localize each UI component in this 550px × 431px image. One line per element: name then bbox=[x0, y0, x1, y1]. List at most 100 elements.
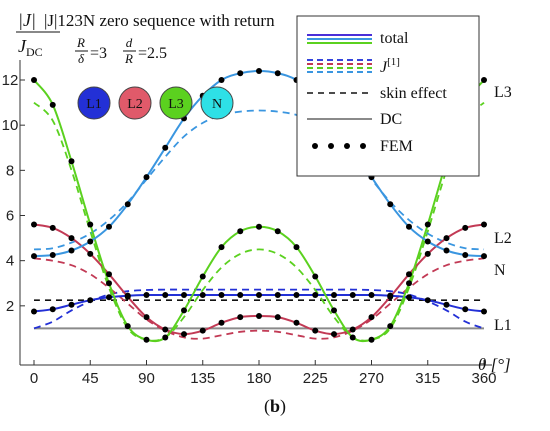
caption-letter: b bbox=[269, 396, 280, 416]
fem-point-l3 bbox=[331, 307, 337, 314]
y-label-numerator: |J| bbox=[18, 10, 36, 30]
fem-point-l2 bbox=[349, 326, 356, 333]
x-tick-label: 0 bbox=[30, 370, 38, 387]
fem-point-n bbox=[106, 223, 112, 230]
fem-point-l2 bbox=[199, 327, 206, 334]
series-j1-l3 bbox=[33, 101, 485, 342]
y-tick-label: 12 bbox=[2, 72, 19, 89]
legend-swatch-fem-dot bbox=[360, 143, 366, 149]
fem-point-n bbox=[424, 238, 431, 245]
fem-point-l3 bbox=[256, 223, 262, 230]
param2-num: d bbox=[126, 35, 133, 50]
fem-point-n bbox=[406, 223, 412, 230]
x-axis-label: θ [°] bbox=[478, 355, 511, 374]
fem-point-l3 bbox=[162, 334, 169, 341]
chart: 0 45 90 135 180 225 270 315 360 2 4 6 8 10 12 |J| JDC… bbox=[2, 10, 512, 387]
fem-point-l2 bbox=[368, 314, 375, 321]
fem-point-l1 bbox=[368, 291, 375, 298]
x-tick-group: 0 45 90 135 180 225 270 315 360 bbox=[30, 360, 497, 387]
fem-point-l2 bbox=[237, 314, 244, 321]
fem-point-l1 bbox=[162, 291, 169, 298]
fem-point-l1 bbox=[49, 306, 56, 313]
fem-point-n bbox=[49, 252, 56, 259]
fem-point-l1 bbox=[481, 308, 487, 315]
fem-point-l1 bbox=[237, 291, 244, 298]
fem-point-l3 bbox=[68, 158, 75, 165]
fem-point-l2 bbox=[106, 271, 112, 278]
fem-point-n bbox=[162, 144, 169, 151]
phase-badge-label: L3 bbox=[168, 97, 184, 112]
fem-point-l2 bbox=[331, 331, 337, 338]
fem-point-l1 bbox=[31, 308, 37, 315]
fem-point-l2 bbox=[406, 271, 412, 278]
fem-point-l3 bbox=[368, 336, 375, 343]
figure-caption: (b) bbox=[0, 396, 550, 417]
fem-point-l1 bbox=[181, 291, 187, 298]
fem-point-l3 bbox=[87, 221, 94, 228]
fem-point-n bbox=[31, 253, 37, 260]
fem-point-n bbox=[387, 201, 394, 208]
phase-badge-l2 bbox=[118, 86, 152, 120]
fem-point-l3 bbox=[424, 221, 431, 228]
fem-point-l2 bbox=[162, 326, 169, 333]
series-j1-l1 bbox=[33, 288, 485, 330]
fem-point-l3 bbox=[199, 273, 206, 280]
fem-point-l2 bbox=[143, 314, 150, 321]
fem-point-l2 bbox=[481, 221, 487, 228]
legend-swatch-fem-dot bbox=[312, 143, 318, 149]
phase-badge-label: N bbox=[212, 97, 222, 112]
y-tick-label: 8 bbox=[6, 162, 14, 179]
fem-point-n bbox=[443, 247, 450, 254]
legend-label-j1: J[1] bbox=[380, 56, 400, 76]
fem-point-l1 bbox=[218, 291, 225, 298]
phase-badges: L1 L2 L3 N bbox=[77, 86, 234, 120]
phase-badge-l3 bbox=[159, 86, 193, 120]
fem-point-l1 bbox=[143, 291, 150, 298]
fem-point-l3 bbox=[237, 228, 244, 235]
legend: total J[1] skin effect DC FEM bbox=[296, 15, 480, 177]
fem-point-l3 bbox=[218, 244, 225, 251]
phase-badge-label: L1 bbox=[86, 97, 102, 112]
phase-badge-l1 bbox=[77, 86, 111, 120]
fem-point-l2 bbox=[443, 235, 450, 242]
fem-point-l3 bbox=[143, 336, 150, 343]
y-tick-label: 6 bbox=[6, 208, 14, 225]
series-j1-n bbox=[33, 109, 485, 251]
fem-point-l2 bbox=[68, 235, 75, 242]
legend-label-skin: skin effect bbox=[380, 85, 447, 102]
legend-label-fem: FEM bbox=[380, 138, 413, 155]
fem-point-l2 bbox=[49, 224, 56, 231]
x-tick-label: 45 bbox=[82, 370, 99, 387]
y-tick-label: 10 bbox=[2, 117, 19, 134]
curve-label-l1: L1 bbox=[494, 317, 512, 334]
x-tick-label: 90 bbox=[138, 370, 155, 387]
fem-point-n bbox=[143, 174, 150, 181]
fem-point-l1 bbox=[199, 291, 206, 298]
fem-point-l2 bbox=[312, 327, 319, 334]
param1-num: R bbox=[76, 35, 85, 50]
fem-point-l3 bbox=[274, 228, 281, 235]
fem-point-l2 bbox=[256, 312, 262, 319]
fem-point-l1 bbox=[312, 291, 319, 298]
curve-label-l2: L2 bbox=[494, 230, 512, 247]
x-tick-label: 360 bbox=[471, 370, 496, 387]
fem-point-l1 bbox=[106, 294, 112, 301]
fem-point-l2 bbox=[274, 314, 281, 321]
fem-point-l1 bbox=[293, 291, 300, 298]
fem-point-n bbox=[87, 238, 94, 245]
fem-point-l3 bbox=[349, 334, 356, 341]
fem-point-l3 bbox=[293, 244, 300, 251]
fem-point-l2 bbox=[31, 221, 37, 228]
fem-point-n bbox=[68, 247, 75, 254]
y-tick-label: 4 bbox=[6, 253, 14, 270]
fem-point-l1 bbox=[349, 291, 356, 298]
fem-point-l3 bbox=[406, 280, 412, 287]
fem-point-l1 bbox=[406, 294, 412, 301]
parameters: R δ =3 d R =2.5 bbox=[75, 35, 167, 66]
legend-swatch-fem-dot bbox=[328, 143, 334, 149]
axes: 0 45 90 135 180 225 270 315 360 2 4 6 8 10 12 bbox=[2, 60, 497, 387]
y-tick-label: 2 bbox=[6, 298, 14, 315]
param2-den: R bbox=[124, 51, 133, 66]
fem-point-n bbox=[124, 201, 131, 208]
legend-label-total: total bbox=[380, 30, 409, 47]
